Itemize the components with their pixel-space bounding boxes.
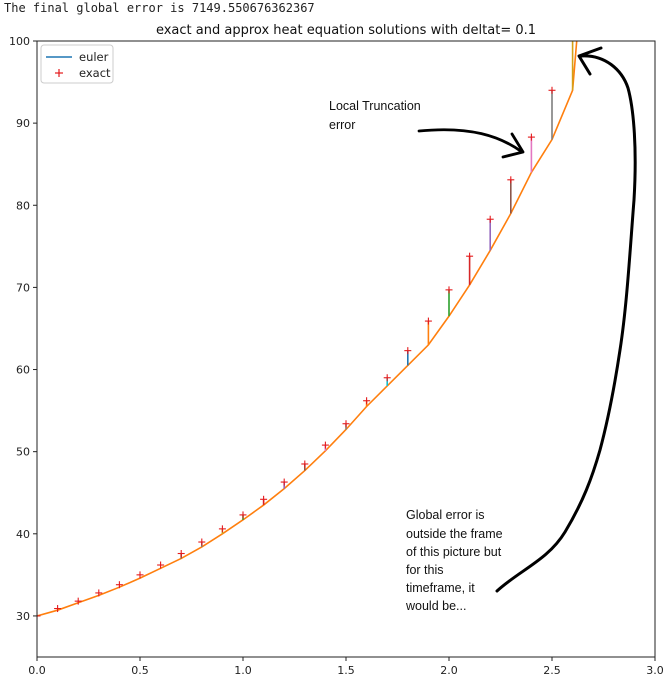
x-tick-label: 3.0 [646, 664, 664, 677]
euler-curve-line [37, 41, 578, 617]
x-tick-label: 1.0 [234, 664, 252, 677]
global-error-arrow-icon [495, 54, 637, 593]
exact-point-marker [486, 215, 494, 223]
exact-point-marker [363, 397, 371, 405]
y-tick-label: 30 [16, 610, 30, 623]
global-error-arrowhead-icon [577, 46, 603, 76]
y-tick-label: 60 [16, 364, 30, 377]
plot-frame [36, 40, 656, 658]
exact-point-marker [424, 317, 432, 325]
x-tick-label: 0.5 [131, 664, 149, 677]
console-output: The final global error is 7149.550676362… [4, 1, 315, 15]
global-error-annotation: Global error is outside the frame of thi… [405, 46, 637, 613]
y-tick-label: 70 [16, 281, 30, 294]
exact-point-marker [74, 597, 82, 605]
y-tick-label: 90 [16, 117, 30, 130]
x-tick-label: 0.0 [28, 664, 46, 677]
legend-exact-label: exact [79, 66, 111, 80]
global-error-note-line-2: outside the frame [406, 527, 503, 541]
exact-point-marker [177, 550, 185, 558]
global-error-note-line-4: for this [406, 563, 444, 577]
mark-layer [37, 86, 556, 620]
local-error-note-line-2: error [329, 118, 355, 132]
local-error-note-line-1: Local Truncation [329, 99, 421, 113]
y-tick-label: 50 [16, 446, 30, 459]
exact-point-marker [383, 374, 391, 382]
y-tick-label: 100 [9, 35, 30, 48]
exact-point-marker [527, 133, 535, 141]
exact-point-marker [280, 478, 288, 486]
legend-exact-swatch [55, 69, 63, 77]
exact-point-marker [37, 612, 41, 620]
exact-point-marker [218, 525, 226, 533]
exact-point-marker [157, 561, 165, 569]
exact-point-marker [404, 347, 412, 355]
global-error-note-line-1: Global error is [406, 508, 485, 522]
exact-point-marker [239, 511, 247, 519]
exact-point-marker [548, 86, 556, 94]
y-tick-label: 80 [16, 199, 30, 212]
exact-point-marker [445, 286, 453, 294]
local-truncation-annotation: Local Truncation error [329, 99, 525, 159]
exact-point-marker [115, 581, 123, 589]
x-tick-label: 1.5 [337, 664, 355, 677]
global-error-note-line-3: of this picture but [406, 545, 502, 559]
curve-layer [37, 41, 578, 617]
x-tick-label: 2.0 [440, 664, 458, 677]
exact-point-marker [95, 589, 103, 597]
global-error-note-line-6: would be... [405, 599, 466, 613]
exact-point-marker [136, 571, 144, 579]
exact-point-marker [301, 460, 309, 468]
exact-point-marker [198, 538, 206, 546]
chart-title: exact and approx heat equation solutions… [156, 23, 536, 38]
global-error-note-line-5: timeframe, it [406, 581, 475, 595]
exact-point-marker [466, 252, 474, 260]
y-tick-label: 40 [16, 528, 30, 541]
legend-euler-label: euler [79, 50, 109, 64]
exact-point-marker [321, 441, 329, 449]
exact-point-marker [54, 605, 62, 613]
x-tick-label: 2.5 [543, 664, 561, 677]
legend: euler exact [40, 44, 114, 84]
exact-point-marker [507, 176, 515, 184]
local-error-arrowhead-icon [501, 132, 525, 159]
exact-point-marker [342, 420, 350, 428]
exact-point-marker [260, 495, 268, 503]
local-error-arrow-icon [417, 128, 524, 154]
axis-layer: 0.0 0.5 1.0 1.5 2.0 2.5 3.0 30 40 50 60 70 80 90 100 [9, 35, 664, 677]
